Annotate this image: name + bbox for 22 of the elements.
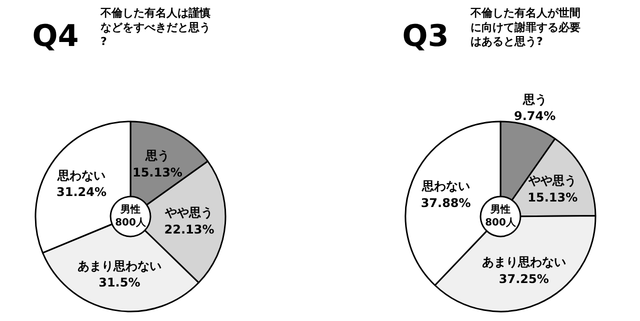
slice-label: 思う xyxy=(522,92,547,106)
data-label: 37.25% xyxy=(498,272,549,286)
slice-label: あまり思わない xyxy=(77,258,162,273)
data-label: 15.13% xyxy=(132,166,182,180)
text: 男性 800人 xyxy=(485,203,517,229)
data-label: 31.24% xyxy=(56,185,107,200)
slice-label: やや思う xyxy=(528,174,577,188)
chart-title: Q3 xyxy=(402,19,449,54)
data-label: 37.88% xyxy=(420,196,471,210)
data-label: 31.5% xyxy=(98,276,140,290)
chart-title: Q4 xyxy=(32,19,79,54)
data-label: 22.13% xyxy=(164,222,214,236)
slice-label: 思わない xyxy=(56,168,106,182)
data-label: 9.74% xyxy=(514,109,556,124)
chart-subtitle: 不倫した有名人は謹慎などをすべきだと思う? xyxy=(100,6,210,48)
slice-label: あまり思わない xyxy=(482,255,566,270)
slice-label: 思わない xyxy=(420,179,470,194)
slice-label: やや思う xyxy=(164,206,214,220)
data-label: 15.13% xyxy=(528,190,578,205)
slice-label: 思う xyxy=(144,148,170,163)
text: 男性 800人 xyxy=(115,203,147,229)
chart-subtitle: 不倫した有名人が世間に向けて謝罪する必要はあると思う? xyxy=(470,6,580,48)
